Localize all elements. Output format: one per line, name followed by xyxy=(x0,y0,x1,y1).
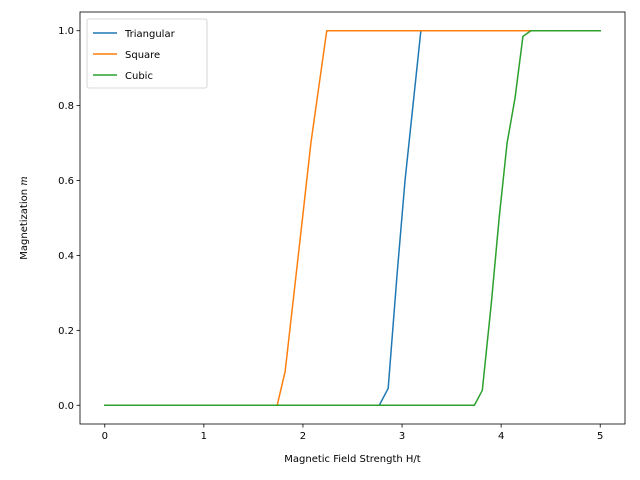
legend: Triangular Square Cubic xyxy=(86,18,208,89)
axes-frame xyxy=(79,11,626,425)
x-axis-label: Magnetic Field Strength H/t xyxy=(284,454,421,465)
x-tick-label: 0 xyxy=(102,431,108,442)
x-tick-label: 2 xyxy=(300,431,306,442)
series-line-cubic xyxy=(104,29,601,407)
series-line-square xyxy=(104,29,601,407)
x-axis-ticks: 0 1 2 3 4 5 xyxy=(102,424,603,442)
y-tick-label: 0.6 xyxy=(58,176,74,187)
y-tick-label: 0.0 xyxy=(58,401,74,412)
x-tick-label: 1 xyxy=(201,431,207,442)
x-tick-label: 5 xyxy=(597,431,603,442)
x-tick-label: 3 xyxy=(399,431,405,442)
legend-label-square: Square xyxy=(125,50,160,61)
plot-lines xyxy=(104,29,601,407)
x-tick-label: 4 xyxy=(498,431,504,442)
y-axis-label: Magnetization m xyxy=(19,176,30,260)
y-tick-label: 0.2 xyxy=(58,326,74,337)
legend-label-triangular: Triangular xyxy=(124,29,176,40)
y-tick-label: 0.4 xyxy=(58,251,74,262)
legend-box xyxy=(86,18,208,89)
y-tick-label: 0.8 xyxy=(58,101,74,112)
y-axis-ticks: 0.0 0.2 0.4 0.6 0.8 1.0 xyxy=(58,26,80,412)
y-tick-label: 1.0 xyxy=(58,26,74,37)
legend-label-cubic: Cubic xyxy=(125,71,153,82)
